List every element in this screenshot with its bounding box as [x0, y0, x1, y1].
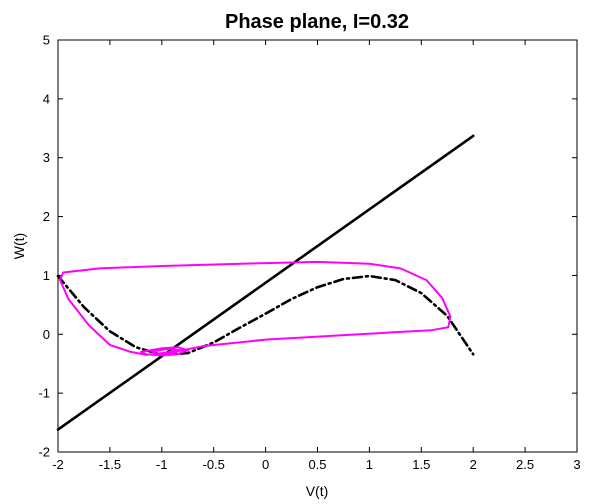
- inner-spiral-line: [150, 348, 182, 355]
- y-tick-label: 4: [43, 91, 50, 106]
- x-tick-label: -1: [156, 457, 168, 472]
- x-tick-label: 3: [573, 457, 580, 472]
- x-tick-label: -0.5: [202, 457, 224, 472]
- x-tick-label: 2.5: [516, 457, 534, 472]
- x-axis-label: V(t): [306, 483, 329, 499]
- y-tick-label: 2: [43, 209, 50, 224]
- y-tick-label: 1: [43, 268, 50, 283]
- y-tick-label: 5: [43, 33, 50, 48]
- y-tick-label: -2: [38, 445, 50, 460]
- y-tick-label: 0: [43, 327, 50, 342]
- x-tick-label: 1.5: [412, 457, 430, 472]
- x-tick-label: 1: [366, 457, 373, 472]
- x-tick-label: -2: [52, 457, 64, 472]
- inner-spiral-line: [140, 346, 189, 357]
- x-tick-label: 2: [470, 457, 477, 472]
- trajectory-line: [59, 260, 452, 356]
- linear-nullcline-line: [56, 134, 475, 431]
- chart-title: Phase plane, I=0.32: [225, 11, 409, 33]
- axis-ticks: -2 -1.5 -1 -0.5 0 0.5 1 1.5 2 2.5 3 -2 -1 0 1 2 3 4 5: [38, 33, 580, 473]
- x-tick-label: -1.5: [99, 457, 121, 472]
- y-axis-label: W(t): [11, 233, 27, 259]
- y-tick-label: 3: [43, 150, 50, 165]
- series-group: [56, 134, 475, 431]
- x-tick-label: 0: [262, 457, 269, 472]
- y-tick-label: -1: [38, 386, 50, 401]
- x-tick-label: 0.5: [308, 457, 326, 472]
- cubic-nullcline-line: [56, 274, 475, 357]
